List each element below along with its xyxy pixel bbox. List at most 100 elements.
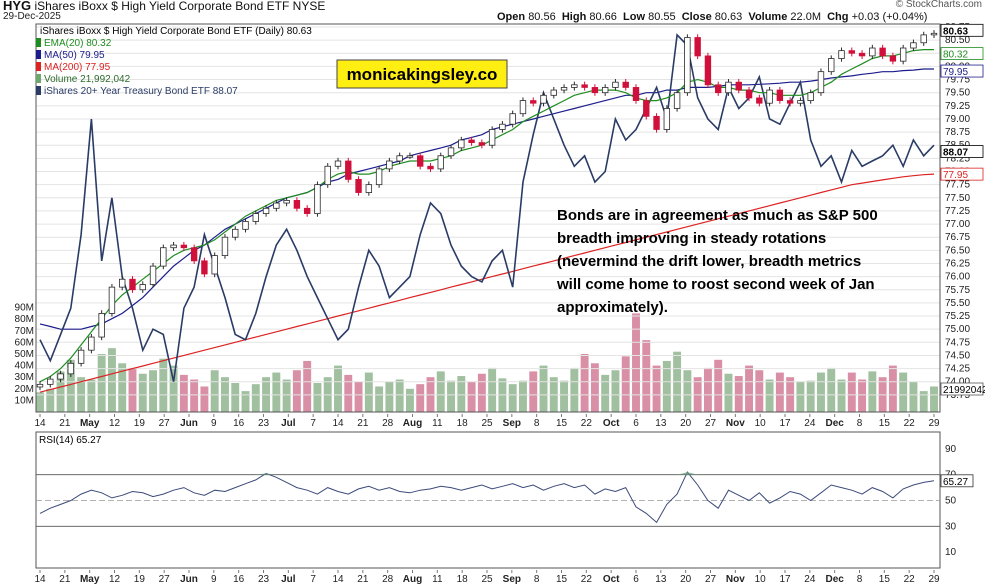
price-tick-label: 75.25 [945, 311, 970, 322]
volume-bar [827, 367, 836, 412]
candle-body [47, 378, 54, 385]
candle-body [797, 100, 804, 104]
volume-bar [416, 384, 425, 412]
ema20-line [39, 48, 934, 383]
candle-body [129, 278, 136, 291]
ma200-line [39, 173, 935, 393]
candle-body [735, 81, 742, 91]
x-tick-label: 16 [233, 418, 245, 429]
candle-body [756, 97, 763, 104]
rsi-x-tick-label: 14 [332, 574, 344, 585]
volume-bar [303, 360, 312, 412]
volume-bar [899, 372, 908, 412]
candle-body [838, 50, 845, 59]
chart-date: 29-Dec-2025 [3, 11, 61, 22]
candle-body [858, 52, 866, 57]
rsi-x-tick-label: 29 [928, 574, 940, 585]
watermark-box: monicakingsley.co [336, 59, 508, 89]
price-tick-label: 79.50 [945, 88, 970, 99]
x-tick-label: 28 [382, 418, 394, 429]
volume-bar [796, 381, 805, 412]
legend-swatch-tlt [36, 86, 41, 95]
volume-bar [837, 379, 846, 412]
volume-bar [395, 379, 404, 412]
candle-body [930, 32, 938, 36]
candle-body [632, 87, 640, 101]
volume-bar [179, 374, 188, 412]
rsi-axis: 907050301065.27 [940, 444, 974, 558]
x-tick-label: Jun [180, 418, 198, 429]
price-marker-label: 77.95 [943, 170, 968, 181]
volume-bar [703, 367, 712, 412]
volume-bar [909, 381, 918, 412]
chg-label: Chg [827, 11, 849, 23]
price-tick-label: 74.75 [945, 337, 970, 348]
price-marker-label: 21992042 [943, 385, 985, 396]
volume-bar [385, 381, 394, 412]
volume-bar [56, 371, 65, 412]
candle-body [201, 260, 208, 275]
rsi-x-tick-label: 15 [879, 574, 891, 585]
rsi-panel: RSI(14) 65.27 907050301065.27 1421May121… [34, 431, 974, 585]
candle-body [694, 37, 701, 57]
x-tick-label: Dec [825, 418, 844, 429]
rsi-x-tick-label: 19 [134, 574, 146, 585]
price-marker-box [940, 145, 984, 158]
volume-bar [251, 384, 260, 412]
candle-body [447, 147, 455, 157]
volume-bar [107, 348, 116, 412]
volume-bar [138, 373, 147, 412]
rsi-line [39, 471, 935, 524]
candle-body [581, 84, 588, 88]
price-tick-label: 76.50 [945, 245, 970, 256]
price-candles [36, 30, 938, 391]
volume-bar [436, 371, 445, 412]
volume-bar [457, 376, 466, 412]
rsi-x-tick-label: Nov [726, 574, 745, 585]
volume-bar [488, 367, 497, 412]
ticker-exchange: NYSE [292, 0, 326, 13]
rsi-tick-label: 50 [945, 496, 957, 507]
candle-body [540, 94, 547, 104]
high-value: 80.66 [589, 11, 617, 23]
price-tick-label: 78.25 [945, 153, 970, 164]
candle-body [386, 160, 393, 170]
ticker-line: HYG iShares iBoxx $ High Yield Corporate… [3, 0, 325, 13]
x-tick-label: Nov [726, 418, 745, 429]
volume-bar [611, 370, 620, 412]
candle-body [560, 87, 568, 91]
open-value: 80.56 [528, 11, 556, 23]
candle-body [848, 50, 855, 54]
rsi-tick-label: 10 [945, 547, 957, 558]
legend-swatch-ma50 [36, 50, 41, 59]
volume-bar [87, 379, 96, 412]
candle-body [262, 207, 270, 214]
x-tick-label: 24 [804, 418, 816, 429]
annotation-line-1: Bonds are in agreement as much as S&P 50… [557, 207, 878, 224]
tlt-overlay-line [39, 33, 935, 382]
candle-body [653, 115, 660, 130]
price-tick-label: 74.50 [945, 350, 970, 361]
x-tick-label: 9 [211, 418, 217, 429]
rsi-x-tick-label: Jul [281, 574, 296, 585]
rsi-x-tick-label: 10 [755, 574, 767, 585]
legend-ma200: MA(200) 77.95 [44, 62, 111, 73]
candle-body [355, 178, 362, 193]
volume-bar [519, 380, 527, 412]
rsi-x-tick-label: 28 [382, 574, 394, 585]
candle-body [715, 84, 722, 94]
volume-bars [36, 313, 938, 412]
volume-bar [128, 367, 137, 412]
candle-body [149, 265, 157, 285]
low-label: Low [623, 11, 646, 23]
rsi-x-tick-label: 6 [633, 574, 639, 585]
volume-bar [930, 386, 938, 412]
ticker-name: iShares iBoxx $ High Yield Corporate Bon… [34, 0, 290, 13]
rsi-x-tick-label: 11 [432, 574, 443, 585]
price-marker-label: 79.95 [943, 67, 968, 78]
x-tick-label: 15 [556, 418, 568, 429]
rsi-x-tick-label: 18 [457, 574, 469, 585]
candle-body [879, 47, 886, 57]
open-label: Open [497, 11, 526, 23]
volume-bar [149, 370, 157, 412]
